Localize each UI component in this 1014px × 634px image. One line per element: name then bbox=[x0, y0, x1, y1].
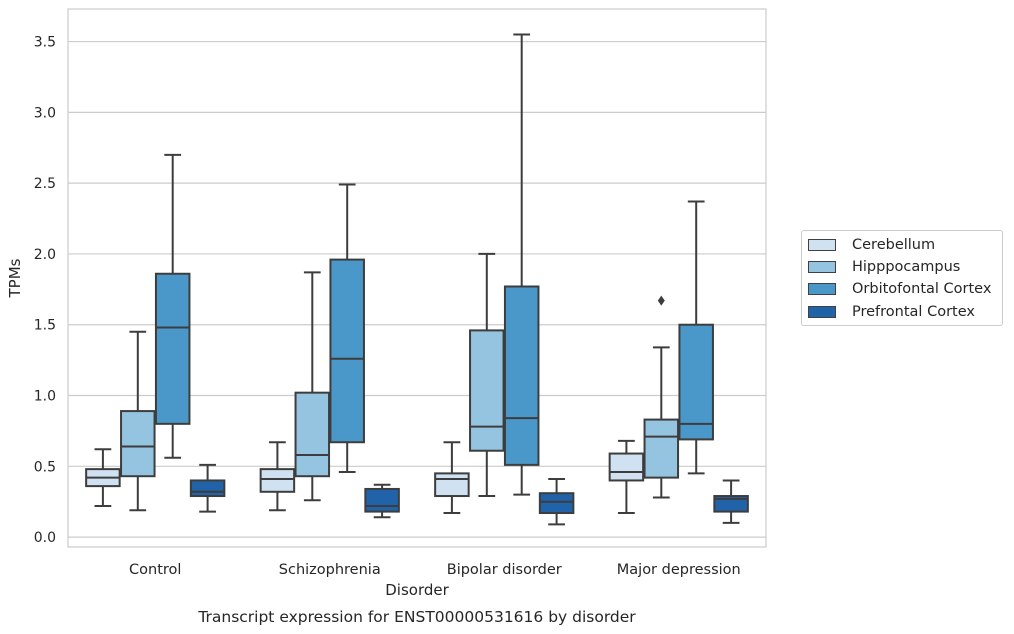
legend-label-prefrontal: Prefrontal Cortex bbox=[852, 304, 975, 320]
box-iqr bbox=[538, 492, 575, 515]
legend-label-orbitofrontal: Orbitofontal Cortex bbox=[852, 281, 992, 297]
box-hipppocampus-control bbox=[120, 330, 156, 512]
y-tick-label: 2.0 bbox=[34, 247, 56, 263]
box-iqr bbox=[713, 495, 749, 513]
box-iqr bbox=[503, 285, 540, 466]
box-iqr bbox=[294, 391, 331, 478]
box-iqr bbox=[259, 468, 296, 493]
box-iqr bbox=[329, 258, 365, 444]
box-cerebellum-control bbox=[85, 448, 121, 507]
box-iqr bbox=[434, 472, 470, 498]
y-tick-label: 0.0 bbox=[34, 530, 56, 546]
box-hipppocampus-schizophrenia bbox=[294, 271, 331, 502]
legend: Cerebellum Hipppocampus Orbitofontal Cor… bbox=[801, 230, 1003, 326]
box-iqr bbox=[608, 452, 645, 482]
legend-swatch-hippocampus bbox=[808, 261, 836, 273]
box-cerebellum-schizophrenia bbox=[259, 441, 296, 512]
y-tick-label: 1.0 bbox=[34, 389, 56, 405]
legend-item-orbitofrontal: Orbitofontal Cortex bbox=[808, 279, 991, 299]
box-cerebellum-major-depression bbox=[608, 439, 645, 515]
box-iqr bbox=[189, 479, 226, 498]
box-iqr bbox=[364, 487, 400, 513]
x-tick-label: Control bbox=[129, 562, 181, 578]
box-orbitofontal-cortex-schizophrenia bbox=[329, 183, 365, 473]
box-iqr bbox=[678, 323, 714, 441]
legend-item-hippocampus: Hipppocampus bbox=[808, 257, 960, 277]
box-hipppocampus-bipolar-disorder bbox=[469, 252, 505, 498]
x-tick-label: Major depression bbox=[617, 562, 741, 578]
box-iqr bbox=[120, 410, 156, 478]
x-tick-label: Bipolar disorder bbox=[447, 562, 562, 578]
y-tick-label: 3.0 bbox=[34, 105, 56, 121]
y-tick-label: 1.5 bbox=[34, 318, 56, 334]
y-tick-label: 2.5 bbox=[34, 176, 56, 192]
y-axis-label: TPMs bbox=[6, 258, 24, 298]
x-tick-label: Schizophrenia bbox=[279, 562, 381, 578]
box-orbitofontal-cortex-control bbox=[154, 153, 191, 459]
box-prefrontal-cortex-major-depression bbox=[713, 479, 749, 524]
box-hipppocampus-major-depression bbox=[643, 295, 680, 499]
chart-title: Transcript expression for ENST0000053161… bbox=[197, 608, 636, 626]
outlier-point bbox=[657, 295, 665, 306]
box-cerebellum-bipolar-disorder bbox=[434, 441, 470, 515]
x-axis-label: Disorder bbox=[385, 581, 449, 599]
legend-swatch-cerebellum bbox=[808, 239, 836, 251]
box-iqr bbox=[469, 329, 505, 452]
y-tick-label: 3.5 bbox=[34, 35, 56, 51]
legend-label-cerebellum: Cerebellum bbox=[852, 237, 936, 253]
box-iqr bbox=[643, 418, 680, 479]
box-orbitofontal-cortex-bipolar-disorder bbox=[503, 33, 540, 496]
legend-item-cerebellum: Cerebellum bbox=[808, 235, 935, 255]
box-prefrontal-cortex-control bbox=[189, 463, 226, 513]
legend-item-prefrontal: Prefrontal Cortex bbox=[808, 302, 975, 322]
box-prefrontal-cortex-bipolar-disorder bbox=[538, 478, 575, 526]
y-tick-label: 0.5 bbox=[34, 459, 56, 475]
box-iqr bbox=[154, 272, 191, 425]
legend-label-hippocampus: Hipppocampus bbox=[852, 259, 961, 275]
legend-swatch-prefrontal bbox=[808, 306, 836, 318]
legend-swatch-orbitofrontal bbox=[808, 283, 836, 295]
box-orbitofontal-cortex-major-depression bbox=[678, 200, 714, 475]
box-prefrontal-cortex-schizophrenia bbox=[364, 483, 400, 519]
